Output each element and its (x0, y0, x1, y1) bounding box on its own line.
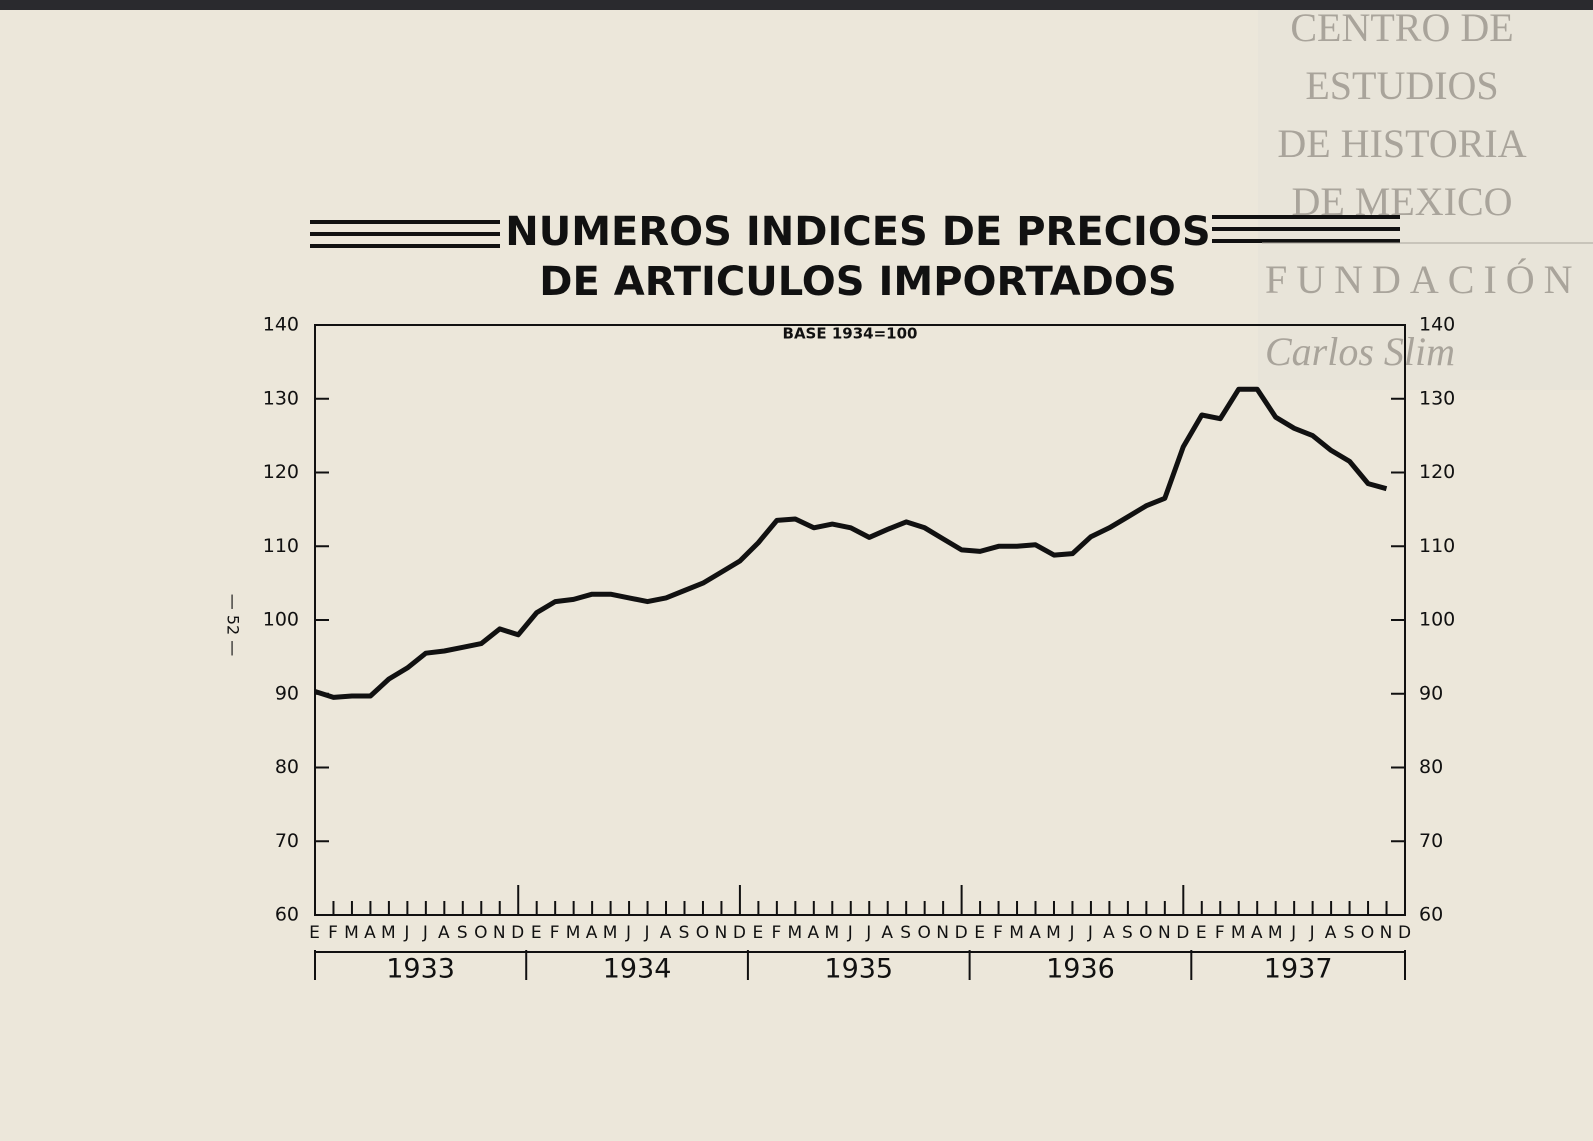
year-label: 1935 (824, 954, 893, 985)
x-tick-label: A (364, 923, 377, 943)
x-tick-label: M (381, 923, 397, 943)
x-tick-label: D (733, 923, 747, 943)
x-tick-label: J (625, 923, 632, 943)
x-tick-label: F (1215, 923, 1226, 943)
x-tick-label: A (1251, 923, 1264, 943)
y-tick-label: 100 (263, 609, 299, 631)
x-tick-label: E (974, 923, 986, 943)
year-label: 1937 (1264, 954, 1333, 985)
x-tick-label: F (771, 923, 782, 943)
x-tick-label: N (936, 923, 950, 943)
watermark-line: DE HISTORIA (1277, 121, 1526, 166)
x-tick-label: J (1290, 923, 1297, 943)
x-tick-label: A (438, 923, 451, 943)
x-tick-label: D (955, 923, 969, 943)
watermark-signature: Carlos Slim (1265, 329, 1455, 374)
x-tick-label: O (1361, 923, 1375, 943)
chart-title-line2: DE ARTICULOS IMPORTADOS (539, 259, 1176, 305)
x-tick-label: E (753, 923, 765, 943)
watermark-line: CENTRO DE (1290, 5, 1513, 50)
watermark-box (1258, 10, 1593, 390)
x-tick-label: J (865, 923, 872, 943)
x-tick-label: M (824, 923, 840, 943)
y2-tick-label: 120 (1419, 461, 1455, 483)
x-tick-label: E (531, 923, 543, 943)
x-tick-label: D (1176, 923, 1190, 943)
watermark: CENTRO DE ESTUDIOS DE HISTORIA DE MEXICO… (1262, 5, 1593, 374)
x-tick-label: O (474, 923, 488, 943)
title-rules (310, 215, 1400, 248)
y-tick-label: 90 (275, 682, 299, 704)
y-tick-label: 70 (275, 830, 299, 852)
y2-tick-label: 60 (1419, 904, 1443, 926)
x-tick-label: M (1046, 923, 1062, 943)
x-tick-label: M (1268, 923, 1284, 943)
x-tick-label: M (1231, 923, 1247, 943)
x-tick-label: A (881, 923, 894, 943)
y-tick-label: 130 (263, 387, 299, 409)
x-tick-label: O (696, 923, 710, 943)
x-tick-label: A (807, 923, 820, 943)
x-tick-label: M (566, 923, 582, 943)
y2-tick-label: 140 (1419, 314, 1455, 336)
x-tick-label: S (900, 923, 912, 943)
x-tick-label: A (660, 923, 673, 943)
chart-title: NUMEROS INDICES DE PRECIOS (505, 209, 1210, 255)
x-tick-label: F (328, 923, 339, 943)
x-tick-label: N (1380, 923, 1394, 943)
x-tick-label: A (586, 923, 599, 943)
x-tick-label: J (644, 923, 651, 943)
x-tick-label: E (1196, 923, 1208, 943)
page-number: — 52 — (224, 594, 243, 657)
y2-tick-label: 70 (1419, 830, 1443, 852)
x-tick-label: J (1309, 923, 1316, 943)
watermark-line: ESTUDIOS (1305, 63, 1498, 108)
x-tick-label: S (457, 923, 469, 943)
x-tick-label: M (603, 923, 619, 943)
x-tick-label: F (550, 923, 561, 943)
x-tick-label: N (715, 923, 729, 943)
x-tick-label: M (1009, 923, 1025, 943)
watermark-line: DE MEXICO (1291, 179, 1512, 224)
x-tick-label: A (1029, 923, 1042, 943)
x-tick-label: A (1103, 923, 1116, 943)
x-tick-label: A (1325, 923, 1338, 943)
x-tick-label: F (993, 923, 1004, 943)
x-tick-label: S (1122, 923, 1134, 943)
x-tick-label: J (1087, 923, 1094, 943)
year-label: 1936 (1046, 954, 1115, 985)
x-tick-label: J (403, 923, 410, 943)
x-tick-label: D (1398, 923, 1412, 943)
y2-tick-label: 90 (1419, 682, 1443, 704)
x-tick-label: N (493, 923, 507, 943)
year-label: 1933 (386, 954, 455, 985)
watermark-foundation: FUNDACIÓN (1265, 257, 1582, 302)
y2-tick-label: 130 (1419, 387, 1455, 409)
y-tick-label: 80 (275, 756, 299, 778)
y-tick-label: 110 (263, 535, 299, 557)
x-tick-label: E (309, 923, 321, 943)
data-line (314, 386, 1388, 700)
x-tick-label: J (847, 923, 854, 943)
x-tick-label: S (679, 923, 691, 943)
y-tick-label: 60 (275, 904, 299, 926)
x-tick-label: N (1158, 923, 1172, 943)
x-tick-label: M (788, 923, 804, 943)
x-tick-label: D (511, 923, 525, 943)
x-tick-label: M (344, 923, 360, 943)
x-tick-label: S (1344, 923, 1356, 943)
y-tick-label: 140 (263, 314, 299, 336)
year-label: 1934 (603, 954, 672, 985)
x-tick-label: O (1139, 923, 1153, 943)
y-tick-label: 120 (263, 461, 299, 483)
y2-tick-label: 110 (1419, 535, 1455, 557)
y2-tick-label: 100 (1419, 609, 1455, 631)
y2-tick-label: 80 (1419, 756, 1443, 778)
chart-subtitle: BASE 1934=100 (783, 325, 918, 343)
x-tick-label: J (422, 923, 429, 943)
x-tick-label: O (917, 923, 931, 943)
x-tick-label: J (1068, 923, 1075, 943)
